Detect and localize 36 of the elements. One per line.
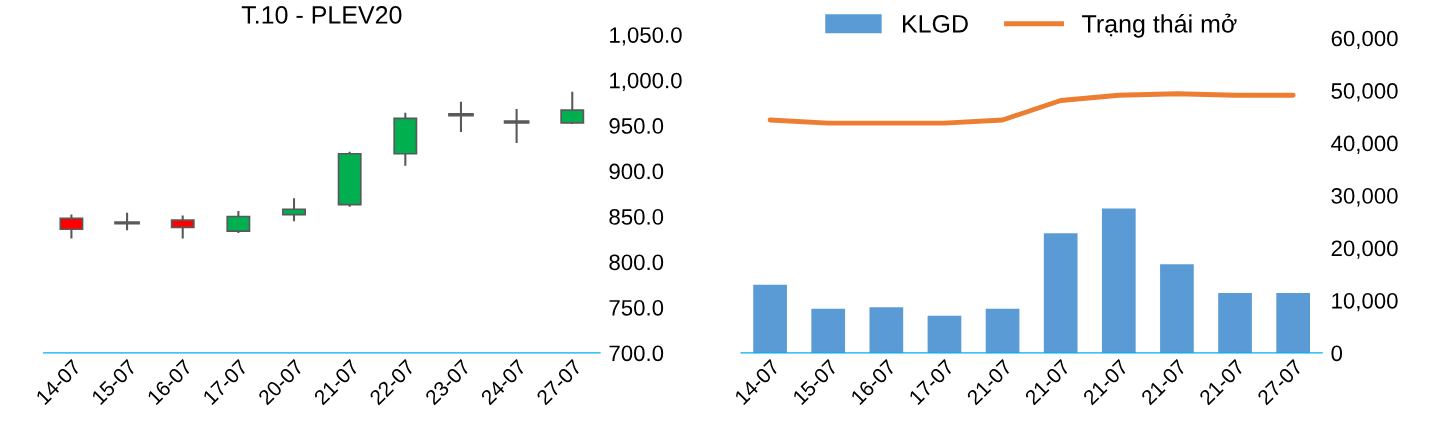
y-tick-label: 800.0 (609, 254, 664, 271)
candlestick (226, 210, 251, 233)
candlestick (503, 109, 530, 143)
bar (927, 315, 962, 353)
bar (869, 307, 904, 353)
y-tick-label: 950.0 (609, 118, 664, 134)
candlestick (170, 215, 195, 239)
y-tick-label: 850.0 (609, 209, 664, 225)
y-tick-label: 750.0 (609, 299, 664, 316)
y-tick-label: 30,000 (1331, 188, 1398, 207)
y-tick-label: 1,000.0 (610, 72, 682, 91)
y-tick-label: 60,000 (1331, 30, 1398, 49)
y-tick-label: 10,000 (1332, 292, 1398, 312)
bar (1276, 293, 1311, 353)
y-tick-label: 20,000 (1331, 240, 1398, 259)
bar (985, 308, 1020, 353)
candlestick (448, 101, 474, 133)
bar (1160, 264, 1194, 353)
y-tick-label: 700.0 (609, 345, 664, 362)
bar (753, 284, 787, 353)
bar (1218, 293, 1252, 353)
y-tick-label: 50,000 (1331, 83, 1398, 102)
chart-title: T.10 - PLEV20 (241, 6, 402, 24)
legend-label: Trạng thái mở (1082, 13, 1237, 38)
y-tick-label: 900.0 (609, 163, 664, 180)
candlestick (560, 91, 585, 124)
bar (1101, 208, 1136, 353)
y-tick-label: 0 (1331, 345, 1343, 362)
y-tick-label: 40,000 (1331, 135, 1398, 154)
y-tick-label: 1,050.0 (610, 27, 682, 46)
bar (811, 308, 846, 353)
candlestick (59, 214, 84, 239)
bar (1043, 233, 1078, 353)
legend-label: KLGD (903, 14, 968, 33)
line-series (767, 91, 1296, 126)
candlestick (282, 198, 306, 222)
